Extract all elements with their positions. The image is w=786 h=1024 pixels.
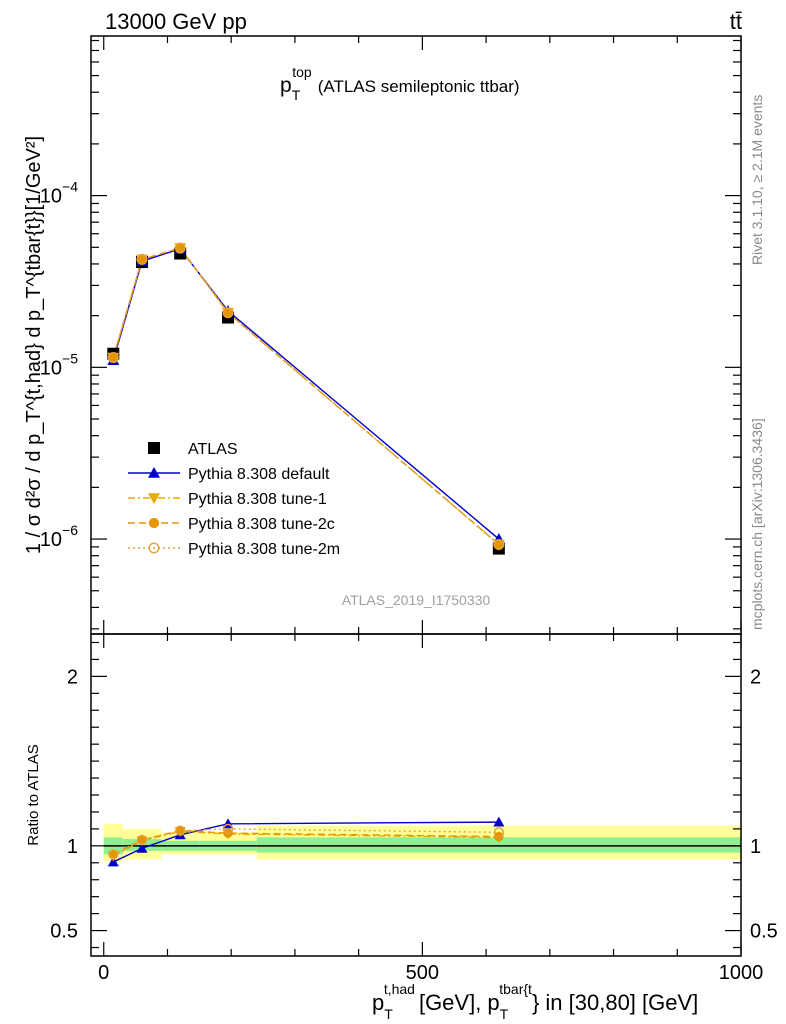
main-series-layer — [107, 242, 505, 555]
main-point-series-3 — [175, 242, 186, 254]
ratio-y-tick-label-right: 0.5 — [750, 921, 778, 943]
stat-uncertainty-band-4 — [256, 837, 741, 853]
legend-marker-0 — [148, 442, 160, 454]
process-label: tt̄ — [730, 9, 742, 34]
xlabel-tail: } in [30,80] [GeV] — [532, 990, 698, 1015]
ratio-y-tick-label-right: 1 — [750, 836, 761, 858]
main-y-tick-labels: 10−610−510−4 — [40, 179, 78, 551]
rivet-version-label: Rivet 3.1.10, ≥ 2.1M events — [749, 95, 765, 265]
tick-exponent: −4 — [62, 179, 78, 195]
tick-base: 10 — [40, 529, 62, 551]
main-y-axis-label: 1 / σ d²σ / d p_T^{t,had} d p_T^{tbar{t}… — [23, 136, 45, 554]
ratio-point-series-3 — [108, 849, 119, 860]
main-line-series-4 — [112, 247, 500, 546]
ratio-point-series-2 — [175, 825, 185, 836]
ratio-axis-ticks — [91, 634, 742, 956]
xlabel-sup2: tbar{t — [499, 981, 532, 997]
main-panel: 10−610−510−4 pTtop(ATLAS semileptonic tt… — [23, 35, 742, 635]
ratio-point-series-3 — [136, 834, 148, 846]
title-rest: (ATLAS semileptonic ttbar) — [318, 77, 520, 96]
main-point-series-4 — [174, 242, 186, 254]
xlabel-sub2: T — [500, 1006, 509, 1022]
main-point-series-3 — [493, 539, 504, 550]
tick-exponent: −6 — [62, 522, 78, 538]
legend-label-0: ATLAS — [188, 441, 238, 458]
ratio-frame — [90, 633, 742, 957]
ratio-point-series-3 — [222, 823, 234, 834]
main-point-series-3 — [222, 307, 234, 318]
main-point-series-3 — [136, 254, 148, 265]
legend-label-3: Pythia 8.308 tune-2c — [188, 516, 335, 533]
ratio-point-series-3 — [175, 825, 186, 836]
ratio-point-series-3 — [493, 827, 504, 838]
ratio-y-tick-label-left: 2 — [67, 666, 78, 688]
ratio-tick-labels: 0.5 0.5 1 1 2 2 0 500 1000 — [50, 666, 778, 984]
tick-exponent: −5 — [62, 350, 78, 366]
ratio-point-series-0 — [493, 816, 505, 827]
main-point-series-4 — [493, 538, 505, 550]
ratio-y-tick-label-left: 1 — [67, 836, 78, 858]
title-p: p — [280, 74, 292, 97]
mcplots-source-label: mcplots.cern.ch [arXiv:1306.3436] — [749, 418, 765, 630]
legend-marker-1 — [148, 467, 160, 478]
main-point-series-3 — [108, 352, 119, 363]
title-sub: T — [292, 87, 301, 103]
main-y-tick-label: 10−4 — [40, 179, 78, 208]
legend-label-2: Pythia 8.308 tune-1 — [188, 491, 327, 508]
plot-title: pTtop (ATLAS semileptonic ttbar) — [280, 64, 520, 103]
xlabel-sub1: T — [384, 1006, 393, 1022]
ratio-point-series-0 — [136, 842, 148, 853]
main-point-series-4 — [222, 307, 234, 319]
main-y-tick-label: 10−6 — [40, 522, 78, 551]
ratio-y-tick-label-left: 0.5 — [50, 921, 78, 943]
ratio-point-series-2 — [108, 849, 118, 859]
legend-marker-3 — [148, 517, 160, 529]
main-axis-ticks — [91, 36, 742, 634]
legend-label-1: Pythia 8.308 default — [188, 466, 330, 483]
x-tick-label: 0 — [98, 962, 109, 984]
tick-base: 10 — [40, 186, 62, 208]
legend: ATLAS Pythia 8.308 default Pythia 8.308 tu… — [128, 441, 340, 558]
legend-marker-4 — [148, 542, 160, 554]
ratio-uncertainty-bands — [103, 823, 741, 862]
title-sup: top — [292, 64, 312, 80]
xlabel-sup1: t,had — [384, 981, 415, 997]
ratio-series-layer — [107, 816, 505, 867]
main-point-series-4 — [107, 352, 119, 364]
ratio-panel: 0.5 0.51 12 20 500 1000 Ratio to ATLAS pTt,ha… — [25, 633, 778, 1022]
main-point-series-4 — [136, 253, 148, 265]
collision-label: 13000 GeV pp — [105, 9, 247, 34]
xlabel-mid: [GeV], p — [419, 990, 500, 1015]
main-y-tick-label: 10−5 — [40, 350, 78, 379]
legend-marker-2 — [148, 493, 160, 504]
ratio-y-tick-label-right: 2 — [750, 666, 761, 688]
x-tick-label: 1000 — [719, 962, 764, 984]
xlabel-p: p — [372, 990, 384, 1015]
legend-label-4: Pythia 8.308 tune-2m — [188, 541, 340, 558]
ratio-y-axis-label: Ratio to ATLAS — [25, 744, 42, 845]
x-axis-label: pTt,had[GeV], pTtbar{t} in [30,80] [GeV] — [372, 981, 698, 1022]
x-tick-label: 500 — [406, 962, 439, 984]
ratio-point-series-2 — [137, 835, 147, 845]
tick-base: 10 — [40, 357, 62, 379]
analysis-watermark: ATLAS_2019_I1750330 — [342, 592, 491, 608]
